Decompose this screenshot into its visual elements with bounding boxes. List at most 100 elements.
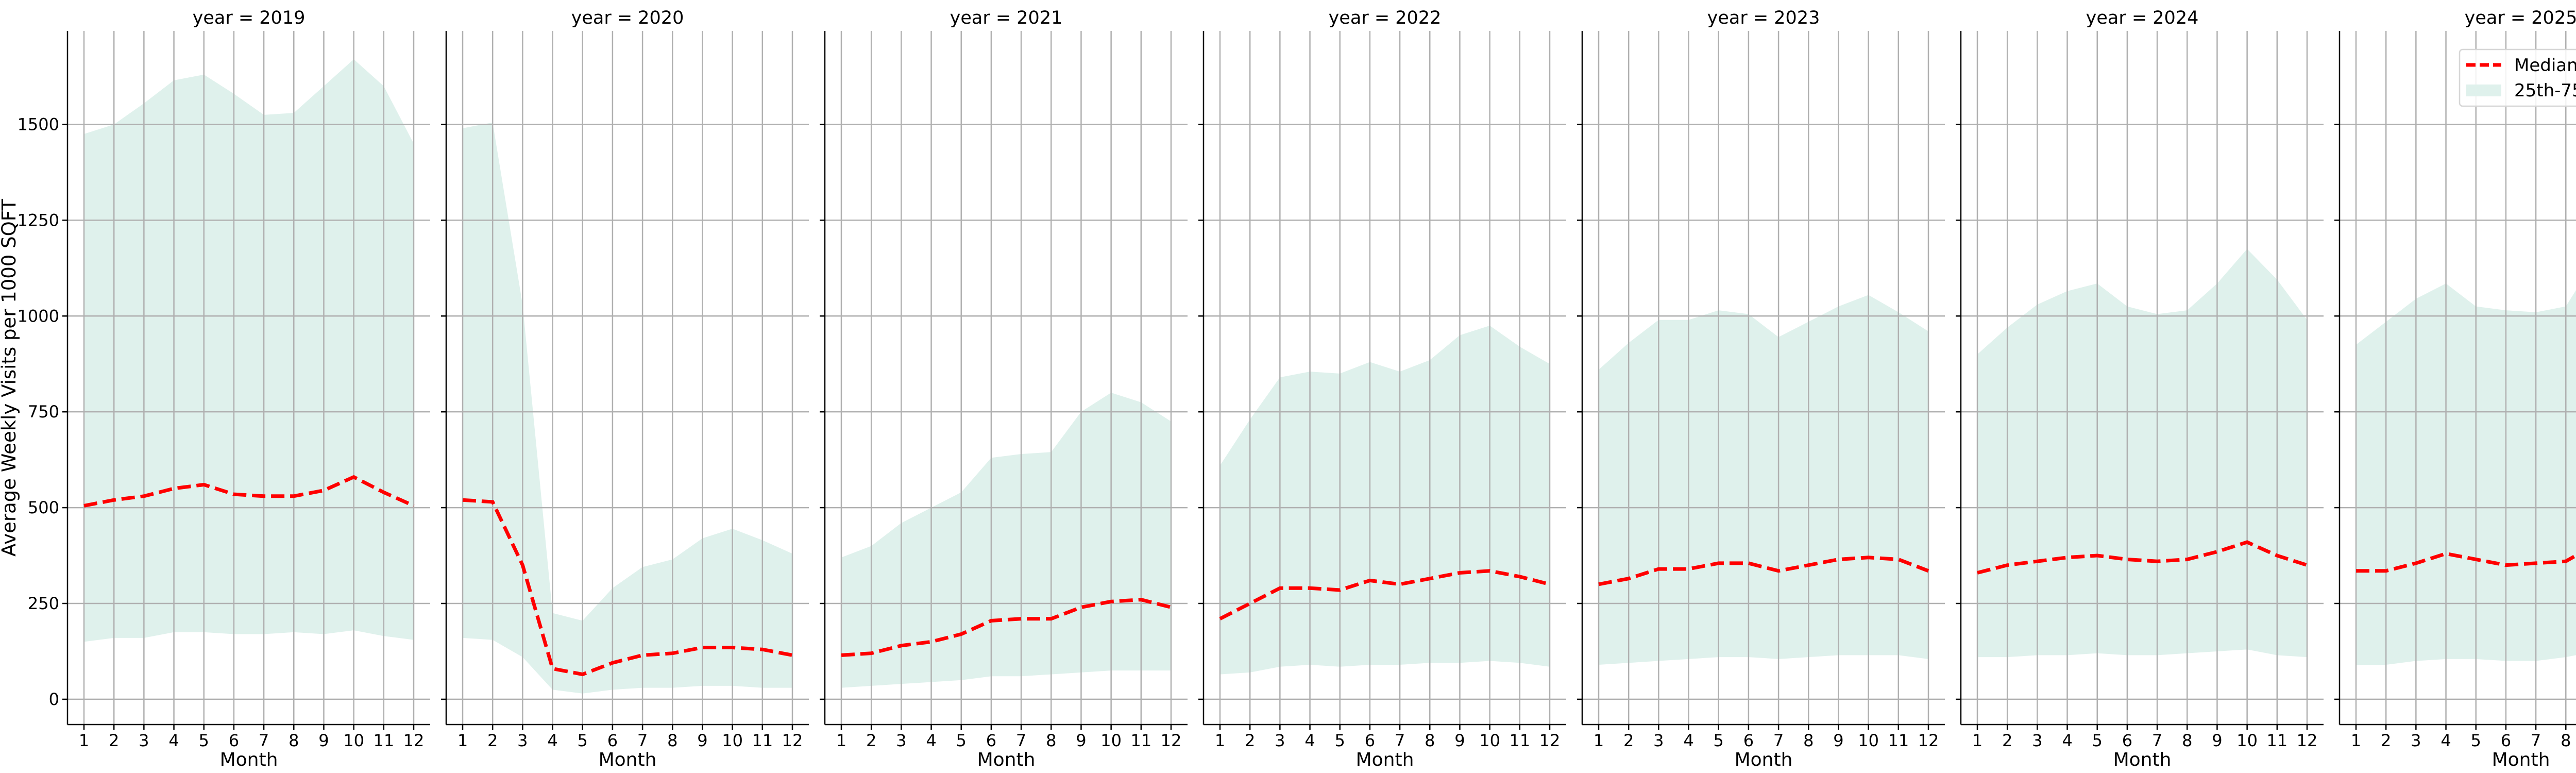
x-tick-label: 3 xyxy=(896,731,906,750)
x-axis-label: Month xyxy=(1735,749,1793,770)
x-axis-label: Month xyxy=(977,749,1036,770)
x-tick-label: 9 xyxy=(697,731,707,750)
x-tick-label: 11 xyxy=(1509,731,1530,750)
y-tick-label: 1250 xyxy=(18,210,59,230)
x-tick-label: 4 xyxy=(168,731,179,750)
x-tick-label: 7 xyxy=(1016,731,1026,750)
x-tick-label: 5 xyxy=(2471,731,2481,750)
x-tick-label: 12 xyxy=(782,731,803,750)
percentile-band xyxy=(2356,283,2576,665)
x-tick-label: 9 xyxy=(1454,731,1465,750)
x-tick-label: 4 xyxy=(2062,731,2072,750)
x-tick-label: 11 xyxy=(752,731,773,750)
x-tick-label: 9 xyxy=(1833,731,1843,750)
panel-title: year = 2021 xyxy=(950,8,1063,28)
x-tick-label: 1 xyxy=(1215,731,1225,750)
x-tick-label: 5 xyxy=(578,731,588,750)
panel-title: year = 2019 xyxy=(193,8,306,28)
x-tick-label: 8 xyxy=(2182,731,2192,750)
x-tick-label: 10 xyxy=(2236,731,2258,750)
median-line xyxy=(1219,569,1550,620)
y-tick-label: 0 xyxy=(49,690,59,709)
x-tick-label: 8 xyxy=(1046,731,1056,750)
x-tick-label: 9 xyxy=(2212,731,2222,750)
median-line xyxy=(1977,540,2308,575)
x-tick-label: 1 xyxy=(2351,731,2361,750)
x-tick-label: 7 xyxy=(637,731,648,750)
x-tick-label: 10 xyxy=(343,731,364,750)
panel-2025: year = 2025123456789101112Month xyxy=(2334,8,2576,770)
x-axis-label: Month xyxy=(599,749,657,770)
x-tick-label: 6 xyxy=(986,731,996,750)
x-tick-label: 11 xyxy=(1130,731,1151,750)
y-tick-label: 500 xyxy=(28,498,59,517)
x-tick-label: 7 xyxy=(259,731,269,750)
x-tick-label: 4 xyxy=(926,731,936,750)
legend-median-label: Median xyxy=(2514,55,2576,76)
x-tick-label: 7 xyxy=(2152,731,2162,750)
x-axis-label: Month xyxy=(1356,749,1414,770)
x-tick-label: 2 xyxy=(109,731,119,750)
x-tick-label: 3 xyxy=(517,731,528,750)
x-tick-label: 2 xyxy=(2381,731,2391,750)
x-tick-label: 4 xyxy=(547,731,557,750)
x-tick-label: 7 xyxy=(2531,731,2541,750)
x-tick-label: 9 xyxy=(1076,731,1086,750)
percentile-band xyxy=(84,59,414,642)
x-tick-label: 2 xyxy=(2002,731,2012,750)
y-tick-label: 250 xyxy=(28,594,59,613)
x-tick-label: 4 xyxy=(1304,731,1315,750)
legend-band-label: 25th-75th Percentile xyxy=(2514,80,2576,101)
x-tick-label: 5 xyxy=(2092,731,2103,750)
panel-title: year = 2025 xyxy=(2465,8,2576,28)
x-tick-label: 11 xyxy=(2266,731,2287,750)
x-tick-label: 7 xyxy=(1773,731,1784,750)
x-tick-label: 10 xyxy=(1858,731,1879,750)
x-tick-label: 3 xyxy=(2411,731,2421,750)
x-tick-label: 10 xyxy=(1479,731,1500,750)
percentile-band xyxy=(1599,295,1928,665)
x-tick-label: 1 xyxy=(1594,731,1604,750)
x-tick-label: 3 xyxy=(1275,731,1285,750)
x-tick-label: 2 xyxy=(487,731,498,750)
x-tick-label: 12 xyxy=(1161,731,1182,750)
panel-title: year = 2024 xyxy=(2086,8,2199,28)
x-tick-label: 12 xyxy=(1539,731,1561,750)
x-tick-label: 8 xyxy=(1803,731,1814,750)
x-tick-label: 12 xyxy=(2297,731,2318,750)
percentile-band xyxy=(1220,325,1550,675)
x-tick-label: 3 xyxy=(139,731,149,750)
x-tick-label: 8 xyxy=(667,731,677,750)
x-tick-label: 3 xyxy=(1653,731,1664,750)
x-tick-label: 5 xyxy=(199,731,209,750)
x-tick-label: 2 xyxy=(1623,731,1634,750)
x-tick-label: 8 xyxy=(1425,731,1435,750)
x-tick-label: 11 xyxy=(1888,731,1909,750)
panel-title: year = 2022 xyxy=(1329,8,1442,28)
x-tick-label: 8 xyxy=(289,731,299,750)
x-tick-label: 5 xyxy=(1714,731,1724,750)
x-tick-label: 6 xyxy=(2122,731,2132,750)
percentile-band xyxy=(463,122,792,694)
x-tick-label: 8 xyxy=(2561,731,2571,750)
median-line xyxy=(1598,556,1929,586)
x-tick-label: 6 xyxy=(1365,731,1375,750)
median-line xyxy=(462,498,793,677)
x-tick-label: 1 xyxy=(836,731,846,750)
x-tick-label: 1 xyxy=(79,731,89,750)
x-tick-label: 6 xyxy=(1743,731,1754,750)
panel-title: year = 2020 xyxy=(571,8,684,28)
y-axis-label: Average Weekly Visits per 1000 SQFT xyxy=(0,199,20,557)
panel-title: year = 2023 xyxy=(1707,8,1820,28)
x-axis-label: Month xyxy=(220,749,278,770)
y-tick-label: 750 xyxy=(28,402,59,422)
x-axis-label: Month xyxy=(2113,749,2172,770)
y-tick-label: 1000 xyxy=(18,306,59,326)
x-tick-label: 7 xyxy=(1395,731,1405,750)
x-tick-label: 4 xyxy=(1683,731,1693,750)
